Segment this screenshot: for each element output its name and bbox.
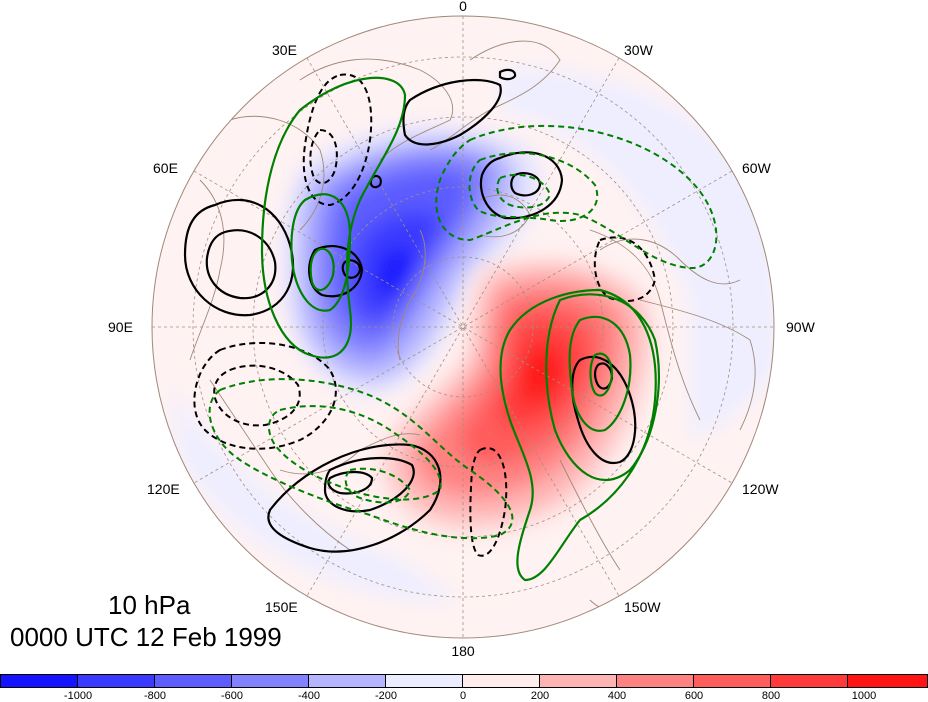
colorbar-tick-m600: -600 (220, 690, 244, 702)
colorbar-segment-4 (232, 674, 309, 688)
valid-time-title: 0000 UTC 12 Feb 1999 (10, 622, 282, 652)
lon-label-60w: 60W (742, 160, 772, 176)
colorbar-segment-3 (155, 674, 232, 688)
black-dashed-contours (193, 73, 657, 557)
lon-label-0: 0 (459, 0, 467, 14)
shaded-anomaly-field (152, 16, 774, 638)
colorbar-segment-11 (771, 674, 848, 688)
colorbar-tick-0: 0 (459, 690, 467, 702)
lon-label-90w: 90W (786, 319, 816, 335)
colorbar-segment-1 (0, 674, 78, 688)
lon-label-120e: 120E (147, 481, 180, 497)
colorbar-frame (0, 674, 928, 688)
black-contours (183, 68, 637, 553)
green-contours (260, 76, 660, 582)
colorbar-tick-m1000: -1000 (63, 690, 93, 702)
lon-label-30e: 30E (272, 42, 297, 58)
lon-label-90e: 90E (108, 319, 133, 335)
colorbar-tick-m200: -200 (374, 690, 398, 702)
colorbar-tick-m400: -400 (297, 690, 321, 702)
colorbar-tick-m800: -800 (143, 690, 167, 702)
lon-label-60e: 60E (153, 160, 178, 176)
lon-label-30w: 30W (624, 42, 654, 58)
colorbar-tick-800: 800 (761, 690, 781, 702)
lon-label-150e: 150E (265, 599, 298, 615)
colorbar-tick-200: 200 (530, 690, 550, 702)
colorbar-segment-7 (463, 674, 540, 688)
lon-label-180: 180 (451, 643, 475, 659)
lon-label-120w: 120W (742, 481, 779, 497)
map-boundary (151, 15, 775, 639)
colorbar-segment-5 (309, 674, 386, 688)
lon-label-150w: 150W (624, 599, 661, 615)
colorbar-tick-400: 400 (607, 690, 627, 702)
colorbar-tick-600: 600 (684, 690, 704, 702)
colorbar-segment-6 (386, 674, 463, 688)
colorbar-tick-1000: 1000 (851, 690, 877, 702)
colorbar-segment-9 (617, 674, 694, 688)
colorbar-segment-10 (694, 674, 771, 688)
colorbar-segment-2 (78, 674, 155, 688)
colorbar-segment-8 (540, 674, 617, 688)
longitude-labels: 0 30W 60W 90W 120W 150W 180 150E 120E 90… (108, 0, 816, 659)
colorbar: -1000 -800 -600 -400 -200 0 200 400 600 … (0, 674, 928, 702)
pressure-level-title: 10 hPa (108, 590, 191, 620)
graticule (152, 16, 774, 638)
colorbar-segment-12 (848, 674, 928, 688)
green-dashed-contours (208, 124, 718, 540)
